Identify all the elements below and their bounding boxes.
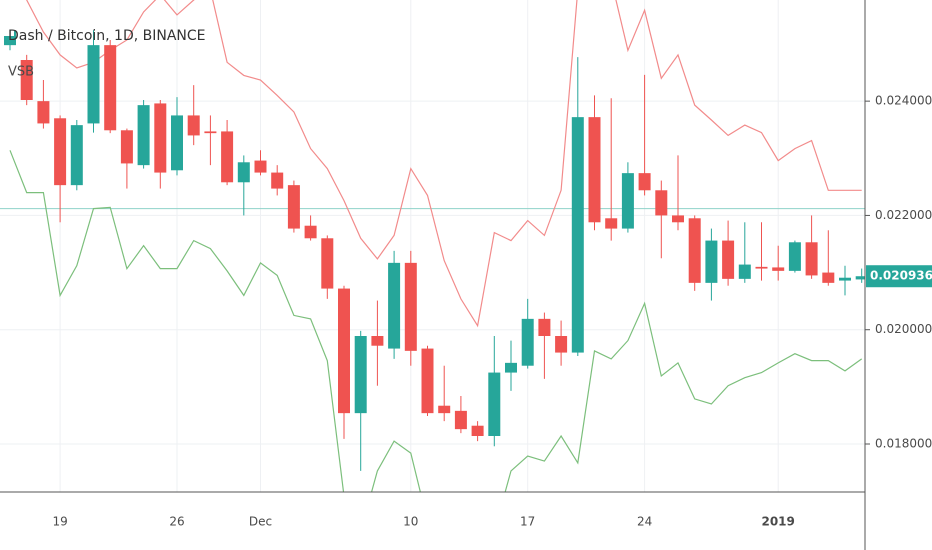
candle-body [555, 336, 568, 353]
price-label-bg [866, 265, 932, 288]
candle-body [688, 218, 701, 283]
x-tick-label: 17 [520, 515, 535, 529]
candle-body [287, 185, 300, 229]
candle-body [254, 160, 267, 173]
lower-band [9, 150, 863, 492]
candle-body [120, 130, 133, 164]
candle-body [822, 272, 835, 283]
y-tick-label: 0.022000 [875, 208, 932, 222]
candle-body [738, 264, 751, 279]
price-label: 0.020936 [870, 269, 932, 283]
candle-body [221, 131, 234, 183]
candle-body [187, 115, 200, 136]
candle-body [54, 118, 67, 186]
indicator-label: VSB [8, 65, 34, 80]
upper-band [26, 0, 862, 328]
candle-body [104, 45, 117, 131]
candle-body [722, 240, 735, 279]
candle-body [788, 242, 801, 271]
candle-body [488, 372, 501, 436]
candle-body [421, 348, 434, 414]
candle-body [304, 225, 317, 239]
x-tick-label: 24 [637, 515, 652, 529]
y-tick-label: 0.024000 [875, 94, 932, 108]
candle-body [638, 173, 651, 191]
candle-body [772, 267, 785, 271]
y-tick-label: 0.018000 [875, 437, 932, 451]
x-tick-label: 2019 [761, 515, 794, 529]
candle-body [171, 115, 183, 171]
y-tick-label: 0.020000 [875, 322, 932, 336]
candle-body [20, 60, 33, 100]
candle-body [321, 238, 334, 289]
x-tick-label: 26 [169, 515, 184, 529]
candle-body [137, 105, 150, 166]
candle-body [755, 266, 768, 269]
candle-body [471, 425, 484, 436]
axes: 0.018000 0.020000 0.022000 0.024000 19 26 Dec 1… [52, 94, 932, 529]
x-tick-label: Dec [249, 515, 272, 529]
candle-body [839, 277, 851, 281]
candle-body [404, 262, 417, 351]
candle-body [454, 410, 467, 430]
candle-body [538, 318, 551, 336]
candle-body [588, 117, 601, 223]
candle-body [605, 218, 618, 229]
candle-body [705, 240, 718, 283]
candle-body [571, 117, 584, 353]
candle-body [87, 45, 100, 124]
candle-body [521, 318, 534, 366]
candle-body [855, 276, 865, 280]
candle-body [388, 262, 401, 349]
grid [0, 0, 865, 492]
plot-area [0, 0, 865, 492]
candle-body [371, 336, 384, 346]
candle-body [672, 215, 684, 223]
legend-bg [2, 24, 14, 36]
candle-body [271, 172, 284, 189]
candle-body [505, 362, 517, 373]
candle-body [154, 103, 167, 173]
candle-body [70, 125, 83, 186]
candle-body [338, 288, 350, 414]
x-tick-label: 10 [403, 515, 418, 529]
chart-title: Dash / Bitcoin, 1D, BINANCE [8, 28, 206, 44]
candle-body [237, 162, 250, 183]
candle-body [621, 173, 634, 229]
candle-body [805, 242, 818, 276]
candle-body [438, 405, 451, 414]
x-tick-label: 19 [52, 515, 67, 529]
candle-body [204, 131, 217, 134]
candle-body [655, 190, 668, 216]
candle-body [37, 101, 50, 124]
candle-body [354, 336, 367, 414]
